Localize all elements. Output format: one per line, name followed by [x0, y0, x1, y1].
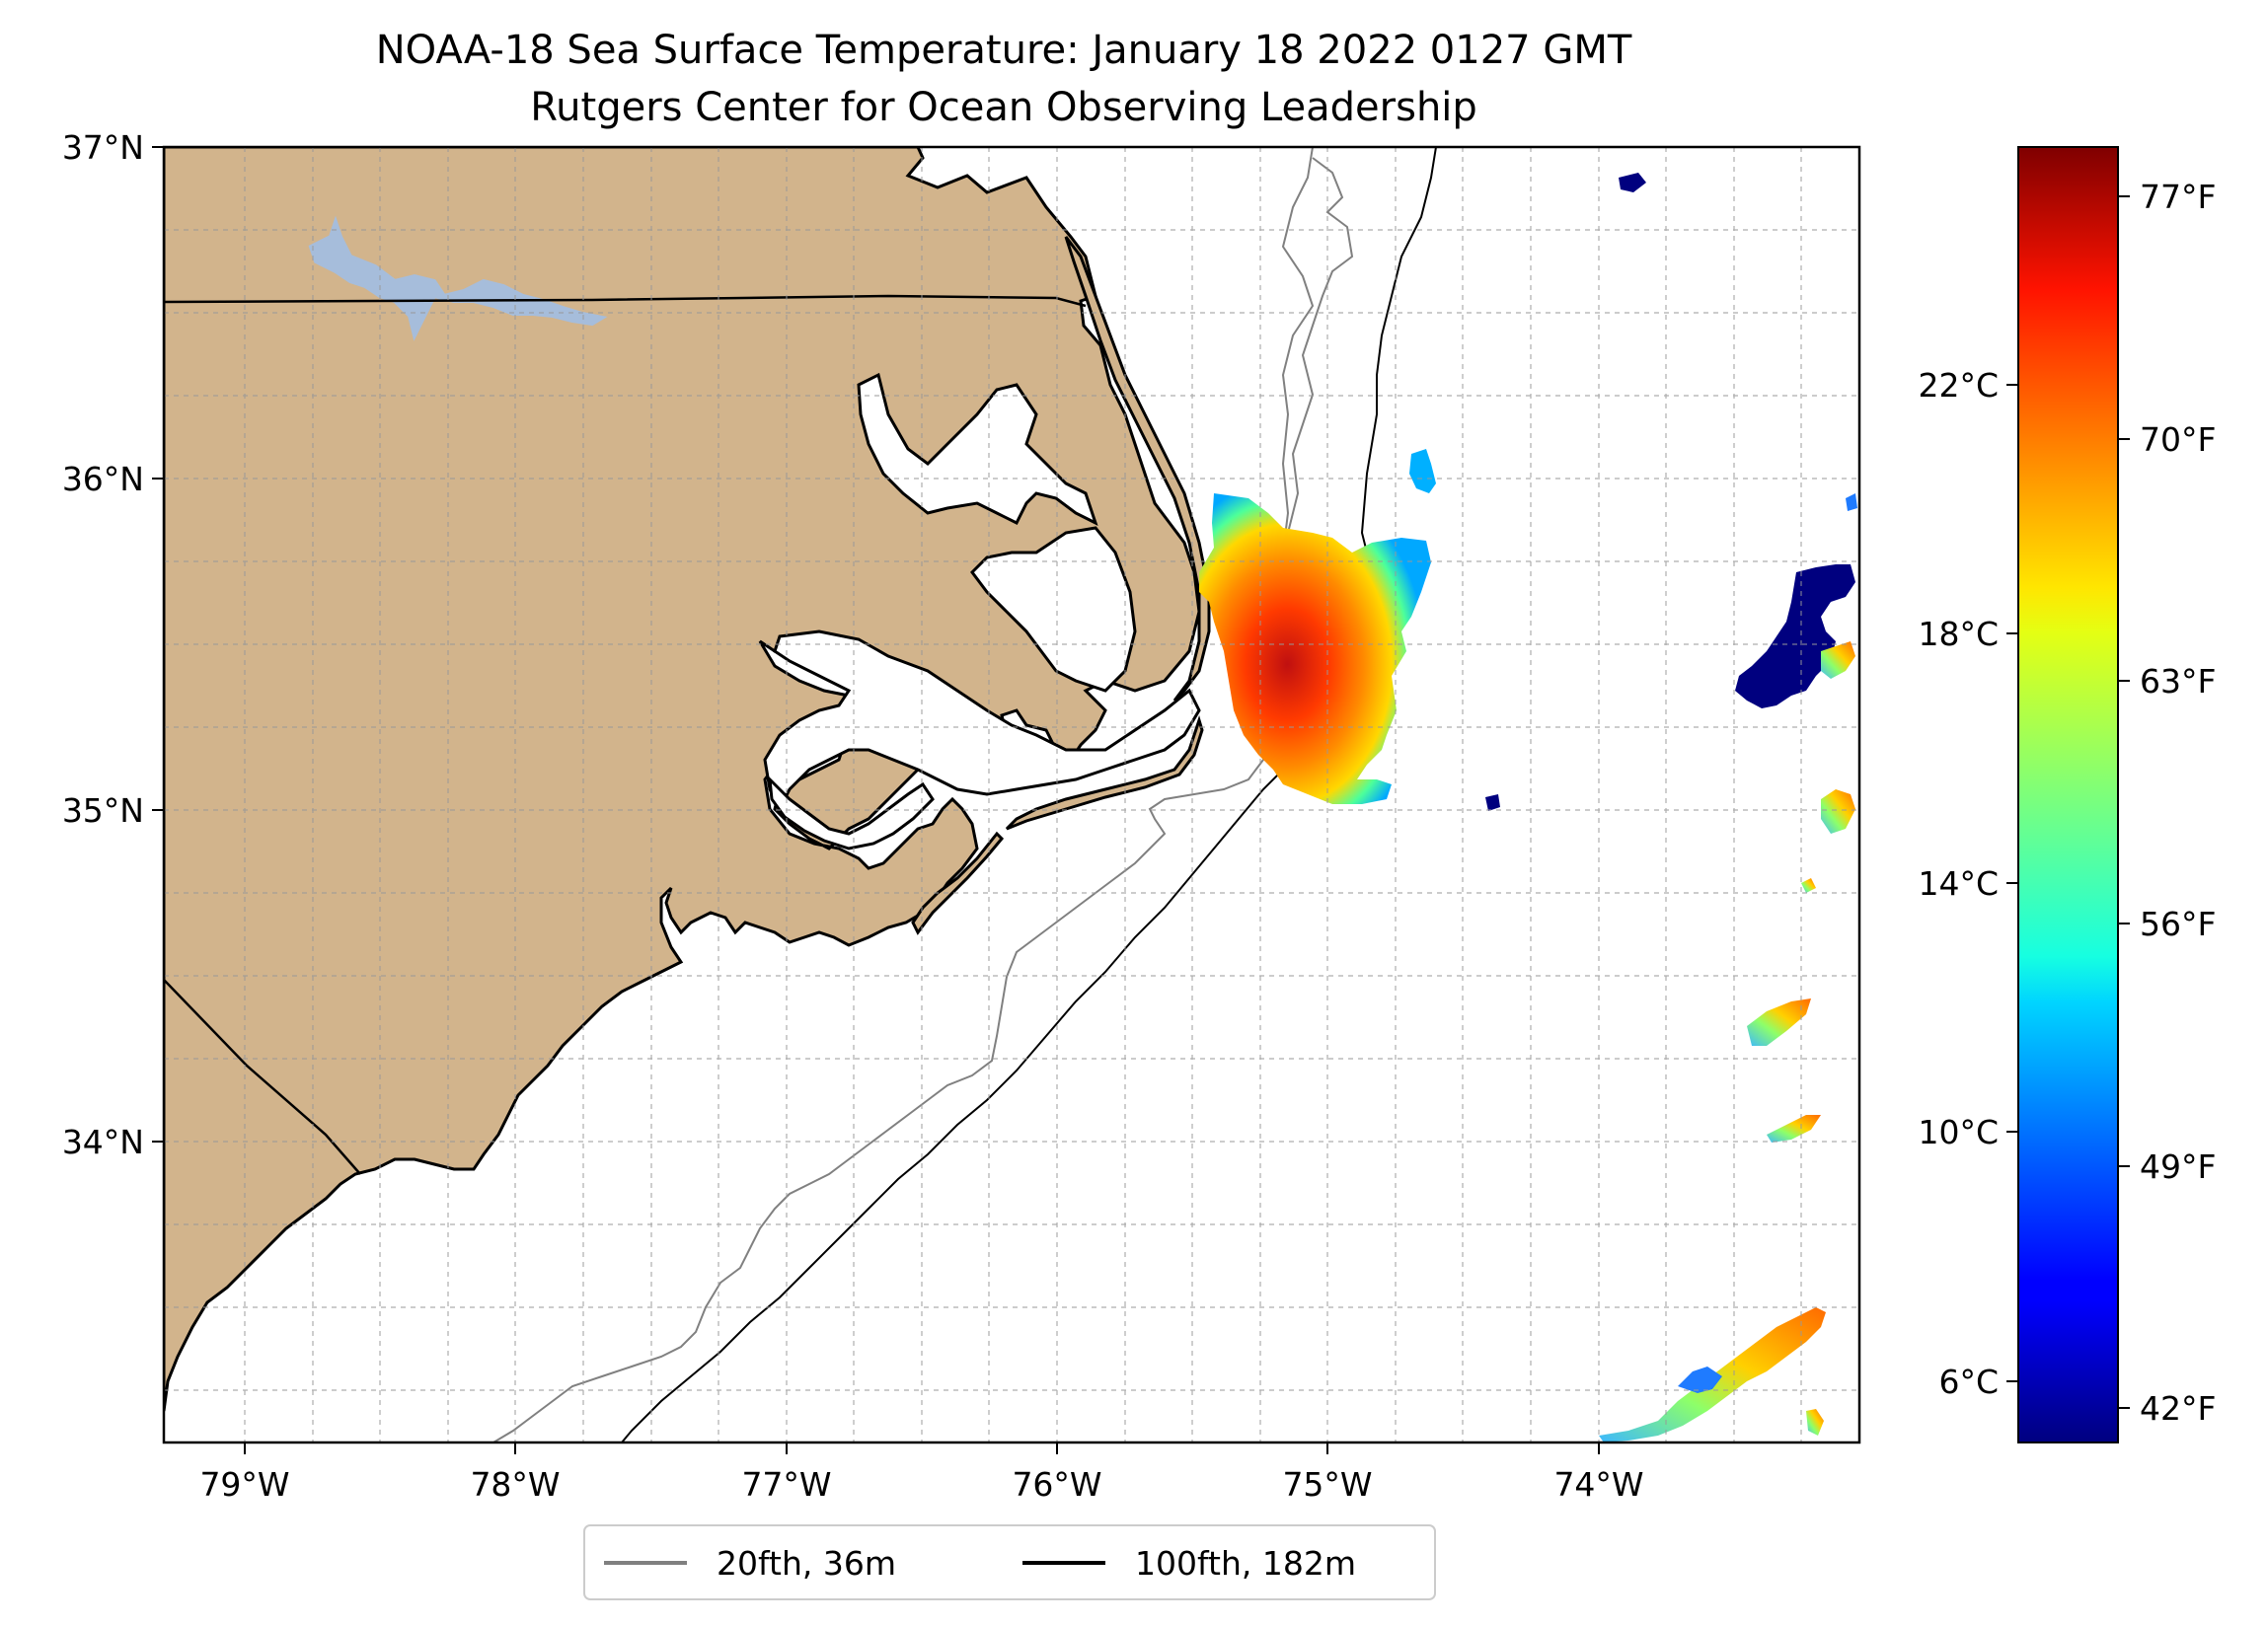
- sst-patch-east-2: [1767, 1115, 1821, 1143]
- colorbar-celsius-label-18: 18°C: [1918, 615, 1999, 653]
- lat-tick-label-37: 37°N: [62, 128, 144, 167]
- colorbar-fahrenheit-label-77: 77°F: [2140, 178, 2216, 216]
- sst-patch-cold-eddy-warm-edge: [1821, 641, 1855, 679]
- outer-banks-south: [1005, 715, 1204, 831]
- colorbar-gradient: [2017, 146, 2119, 1443]
- outer-banks: [1064, 236, 1211, 702]
- nc-sc-border: [164, 979, 361, 1175]
- sst-patch-cold-north: [1619, 173, 1646, 192]
- va-nc-border: [164, 294, 1087, 308]
- colorbar-fahrenheit-ticks: [2118, 195, 2130, 1409]
- sst-patch-north-fragment: [1409, 449, 1436, 493]
- colorbar-celsius-label-14: 14°C: [1918, 864, 1999, 903]
- lat-tick-label-35: 35°N: [62, 791, 144, 830]
- cape-lookout-banks: [911, 831, 1005, 935]
- legend-box: [583, 1524, 1436, 1600]
- temperature-colorbar: 22°C 18°C 14°C 10°C 6°C 77°F 70°F 63°F 5…: [1918, 146, 2216, 1443]
- sst-patch-east-1: [1747, 998, 1811, 1046]
- isobath-20fth: [492, 147, 1315, 1442]
- map-frame: [162, 145, 1861, 1444]
- sst-patch-cold-speck-1: [1485, 794, 1500, 811]
- lon-tick-label-79: 79°W: [199, 1465, 289, 1504]
- colorbar-fahrenheit-label-42: 42°F: [2140, 1389, 2216, 1428]
- sst-patch-cold-eddy: [1735, 564, 1855, 708]
- sst-swath: [1199, 173, 1857, 1442]
- isobath-20fth-shoals: [1286, 157, 1354, 573]
- pamlico-sound: [970, 526, 1137, 693]
- map-panel: 37°N 36°N 35°N 34°N 79°W 78°W 77°W 76°W …: [62, 128, 1861, 1504]
- lat-tick-label-36: 36°N: [62, 460, 144, 498]
- lon-tick-label-77: 77°W: [741, 1465, 831, 1504]
- colorbar-fahrenheit-label-70: 70°F: [2140, 420, 2216, 459]
- lon-tick-label-74: 74°W: [1553, 1465, 1643, 1504]
- neuse-river: [768, 775, 935, 850]
- isobath-legend: 20fth, 36m 100fth, 182m: [583, 1524, 1436, 1600]
- sst-patch-east-3: [1821, 789, 1855, 834]
- colorbar-celsius-ticks: [2006, 384, 2018, 1382]
- colorbar-celsius-label-6: 6°C: [1938, 1363, 1999, 1401]
- chart-title-line-1: NOAA-18 Sea Surface Temperature: January…: [376, 28, 1632, 73]
- map-axis-ticks: [152, 146, 1600, 1454]
- sst-patch-east-blue-speck: [1846, 493, 1857, 511]
- sst-patch-east-5: [1806, 1409, 1824, 1436]
- isobath-100fth: [621, 147, 1437, 1442]
- sst-patch-gulfstream: [1199, 493, 1431, 804]
- lon-tick-label-76: 76°W: [1012, 1465, 1101, 1504]
- colorbar-fahrenheit-label-49: 49°F: [2140, 1147, 2216, 1186]
- albemarle-sound: [857, 372, 1098, 526]
- lat-tick-label-34: 34°N: [62, 1123, 144, 1161]
- sst-patch-east-4: [1801, 878, 1816, 893]
- colorbar-celsius-label-10: 10°C: [1918, 1113, 1999, 1151]
- colorbar-fahrenheit-label-56: 56°F: [2140, 905, 2216, 943]
- sst-patch-southeast-blue: [1678, 1367, 1722, 1393]
- chart-title-line-2: Rutgers Center for Ocean Observing Leade…: [530, 85, 1477, 130]
- legend-label-20fth: 20fth, 36m: [717, 1544, 896, 1583]
- map-gridlines: [164, 147, 1859, 1442]
- sst-patch-southeast-band: [1599, 1307, 1826, 1442]
- lon-tick-label-75: 75°W: [1282, 1465, 1372, 1504]
- colorbar-fahrenheit-label-63: 63°F: [2140, 662, 2216, 701]
- lon-tick-label-78: 78°W: [470, 1465, 560, 1504]
- colorbar-celsius-label-22: 22°C: [1918, 366, 1999, 405]
- pamlico-sound-south: [763, 629, 1201, 813]
- legend-label-100fth: 100fth, 182m: [1135, 1544, 1356, 1583]
